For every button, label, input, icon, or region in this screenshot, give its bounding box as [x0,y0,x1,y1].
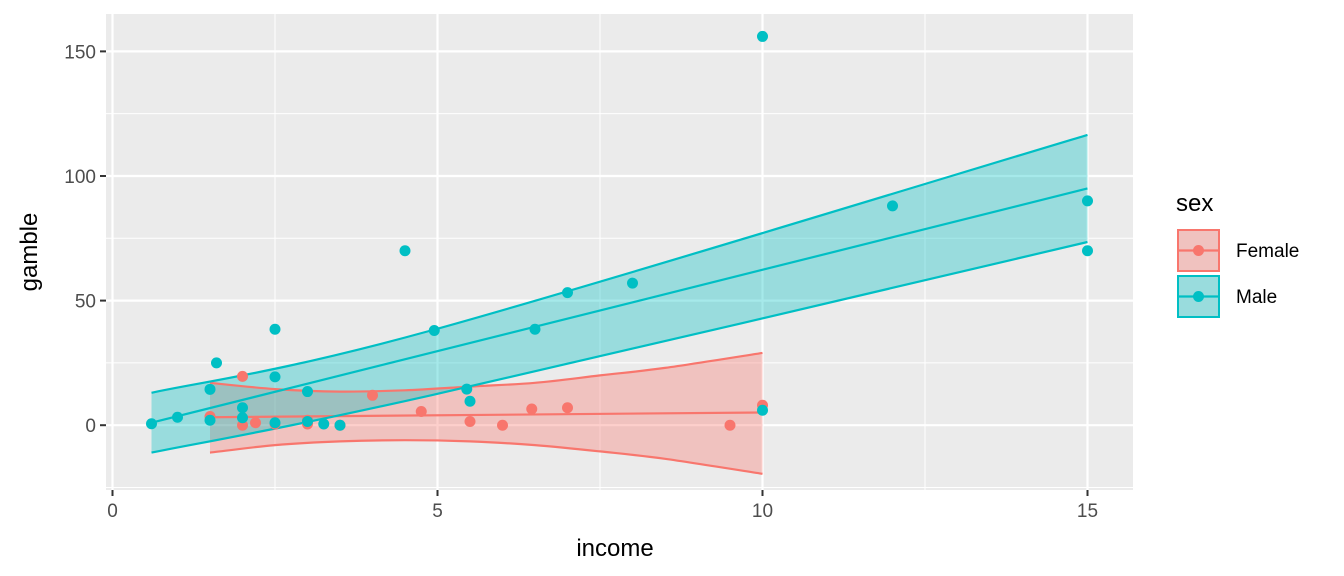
male-point [1082,195,1093,207]
male-point [237,402,248,414]
male-band-lower-line [151,240,1088,454]
male-point [302,386,313,398]
y-tick-label: 100 [64,167,96,188]
male-point [146,418,157,430]
x-tick-label: 0 [107,501,118,522]
female-point [724,419,736,431]
legend-item-male: Male [1177,275,1277,318]
male-point [302,415,313,427]
male-point [334,419,346,431]
legend-label-female: Female [1236,241,1299,262]
female-confidence-band [210,352,763,474]
male-point [757,30,768,42]
male-fit-line [151,187,1088,424]
female-point [464,415,476,427]
male-point [204,414,216,426]
legend-label-male: Male [1236,287,1277,308]
male-point [204,383,216,395]
legend: sex Female Male [1176,190,1299,318]
minor-gridlines [106,14,1133,490]
data-points [146,30,1093,431]
legend-item-female: Female [1177,229,1299,272]
male-point [237,412,248,424]
female-point [250,417,261,429]
female-point [526,403,538,415]
x-tick-label: 10 [752,501,773,522]
y-axis-title: gamble [16,213,43,292]
male-point [269,417,281,429]
male-band-upper-line [151,133,1088,394]
male-point [428,325,440,337]
x-tick-label: 5 [432,501,443,522]
male-point [318,418,330,430]
female-point [367,389,378,401]
male-point [269,371,281,383]
male-point [399,245,411,257]
female-fit-line [209,411,763,419]
male-point [1082,245,1093,257]
male-point [464,395,476,407]
legend-title: sex [1176,190,1213,217]
female-point [562,402,573,414]
panel-background [106,14,1133,490]
y-tick-label: 50 [75,292,96,313]
legend-dot-male [1193,291,1204,302]
fit-lines [151,133,1088,475]
male-point [627,277,638,289]
female-point [497,419,508,431]
male-point [887,200,898,212]
male-point [529,323,541,335]
male-point [269,323,281,335]
female-point [237,370,248,382]
female-band-lower-line [209,439,763,475]
male-point [211,357,222,369]
male-point [562,287,573,299]
legend-dot-female [1193,245,1204,256]
y-tick-label: 0 [85,416,96,437]
male-point [172,411,183,423]
y-tick-label: 150 [64,42,96,63]
female-point [415,405,427,417]
male-point [757,404,768,416]
male-point [461,383,473,395]
x-axis-title: income [576,535,653,562]
confidence-bands [151,134,1088,474]
x-tick-label: 15 [1077,501,1098,522]
male-confidence-band [151,134,1088,453]
